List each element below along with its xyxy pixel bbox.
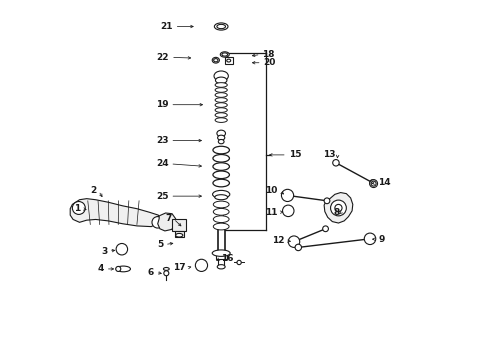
Text: 13: 13 <box>323 150 335 159</box>
Text: 5: 5 <box>157 240 163 249</box>
Text: 17: 17 <box>172 264 185 273</box>
Polygon shape <box>324 193 352 223</box>
Ellipse shape <box>213 208 228 215</box>
Ellipse shape <box>175 233 183 237</box>
Text: 8: 8 <box>333 208 339 217</box>
Ellipse shape <box>215 77 226 84</box>
Circle shape <box>364 233 375 244</box>
Circle shape <box>152 217 163 228</box>
Circle shape <box>163 271 168 276</box>
Circle shape <box>322 226 328 231</box>
Ellipse shape <box>212 250 230 256</box>
Text: 6: 6 <box>147 268 153 277</box>
Ellipse shape <box>116 266 130 272</box>
Ellipse shape <box>212 179 229 187</box>
Circle shape <box>294 244 301 251</box>
Text: 22: 22 <box>156 53 169 62</box>
Ellipse shape <box>217 130 225 136</box>
Circle shape <box>72 202 85 215</box>
Circle shape <box>237 260 241 265</box>
Ellipse shape <box>215 88 227 92</box>
Text: 16: 16 <box>221 255 233 264</box>
Ellipse shape <box>215 118 227 122</box>
Ellipse shape <box>213 223 228 230</box>
Ellipse shape <box>213 59 218 62</box>
Text: 19: 19 <box>156 100 168 109</box>
Ellipse shape <box>217 265 224 269</box>
Ellipse shape <box>215 113 227 117</box>
Ellipse shape <box>215 98 227 102</box>
Text: 9: 9 <box>378 235 384 244</box>
Text: 18: 18 <box>262 50 274 59</box>
Ellipse shape <box>212 190 229 198</box>
Circle shape <box>287 236 299 247</box>
Ellipse shape <box>214 71 228 81</box>
Circle shape <box>281 189 293 202</box>
Polygon shape <box>158 213 175 231</box>
Ellipse shape <box>222 53 227 56</box>
Ellipse shape <box>212 163 229 170</box>
Text: 2: 2 <box>90 186 97 195</box>
Ellipse shape <box>218 139 224 144</box>
Circle shape <box>324 198 329 204</box>
Circle shape <box>119 246 125 252</box>
Circle shape <box>198 262 204 269</box>
Text: 21: 21 <box>160 22 172 31</box>
Text: 23: 23 <box>156 136 168 145</box>
Circle shape <box>116 266 121 271</box>
Text: 15: 15 <box>288 150 301 159</box>
Circle shape <box>284 192 290 199</box>
Text: 1: 1 <box>74 204 81 213</box>
Text: 24: 24 <box>156 159 168 168</box>
Ellipse shape <box>213 216 228 222</box>
Circle shape <box>116 243 127 255</box>
Text: 10: 10 <box>264 186 277 195</box>
Text: 7: 7 <box>165 214 171 223</box>
Text: 14: 14 <box>378 178 390 187</box>
Text: 25: 25 <box>156 192 168 201</box>
Ellipse shape <box>214 195 227 200</box>
Circle shape <box>366 235 373 242</box>
Circle shape <box>282 205 293 217</box>
Ellipse shape <box>214 23 227 30</box>
Ellipse shape <box>217 135 224 140</box>
Circle shape <box>369 180 377 188</box>
Ellipse shape <box>213 201 228 208</box>
Ellipse shape <box>215 93 227 97</box>
Ellipse shape <box>215 103 227 107</box>
Bar <box>172 220 186 231</box>
Circle shape <box>285 208 291 214</box>
Text: 20: 20 <box>263 58 275 67</box>
Ellipse shape <box>220 52 229 57</box>
Circle shape <box>330 200 346 216</box>
Bar <box>174 231 183 237</box>
Ellipse shape <box>212 154 229 162</box>
Circle shape <box>195 259 207 271</box>
Text: 4: 4 <box>97 265 104 274</box>
Ellipse shape <box>212 57 219 63</box>
Polygon shape <box>70 199 158 226</box>
Circle shape <box>370 181 375 186</box>
Circle shape <box>369 180 375 186</box>
Ellipse shape <box>163 267 169 270</box>
Ellipse shape <box>212 146 229 154</box>
Ellipse shape <box>215 83 227 87</box>
Text: 12: 12 <box>272 237 285 246</box>
Circle shape <box>154 219 161 226</box>
Ellipse shape <box>217 24 225 29</box>
Ellipse shape <box>226 59 230 62</box>
Text: 3: 3 <box>101 247 107 256</box>
Text: 11: 11 <box>264 208 277 217</box>
Circle shape <box>332 159 339 166</box>
Circle shape <box>334 204 341 212</box>
Ellipse shape <box>212 171 229 179</box>
Circle shape <box>75 204 82 212</box>
Ellipse shape <box>215 108 227 112</box>
Bar <box>224 57 232 64</box>
Circle shape <box>290 238 297 245</box>
